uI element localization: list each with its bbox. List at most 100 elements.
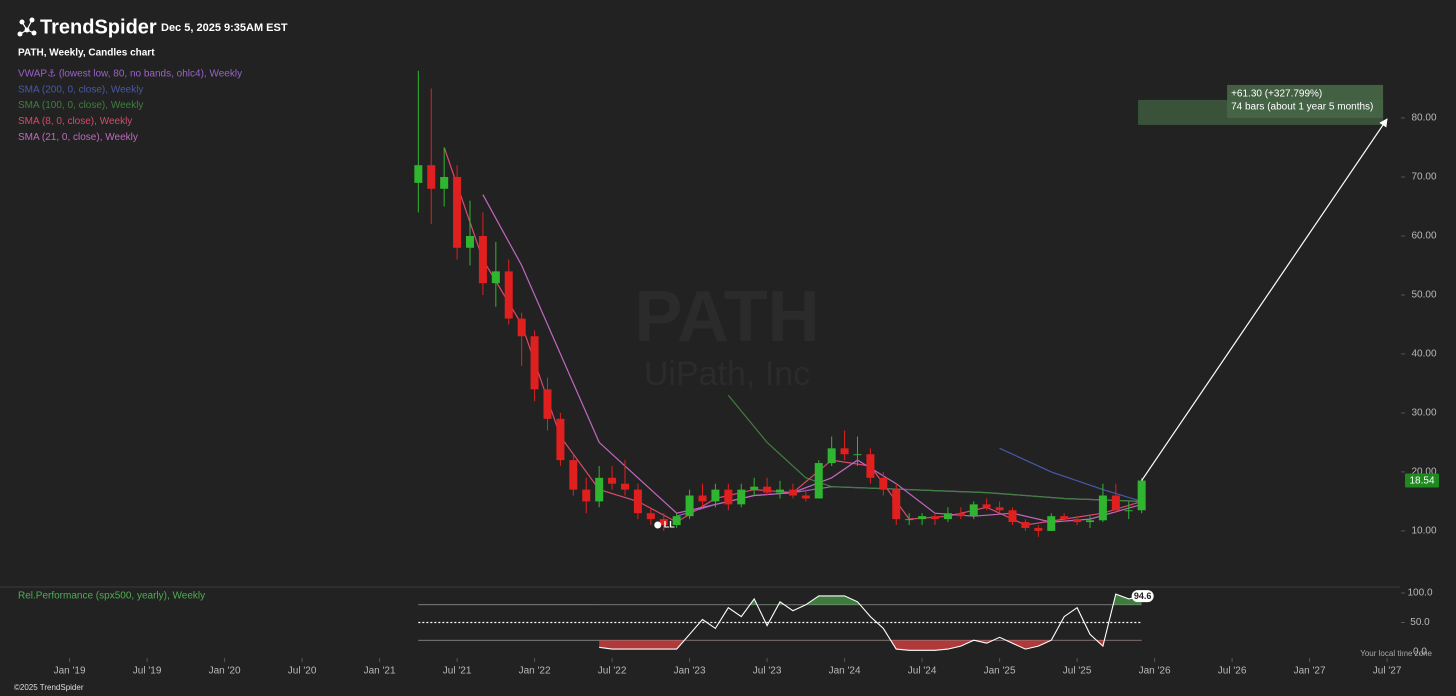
y-tick-label: 60.00 [1411,231,1436,242]
copyright: ©2025 TrendSpider [14,683,84,692]
candle-body [698,495,707,502]
candle-body [556,418,565,461]
candle-body [595,477,604,502]
x-tick-label: Jul '22 [598,666,627,677]
candle-body [440,176,449,189]
candle-body [995,507,1004,511]
y-tick-label: 40.00 [1411,349,1436,360]
candle-body [633,489,642,514]
x-tick-label: Jan '27 [1294,666,1326,677]
candle-body [1047,516,1056,531]
value-label: 94.6 [1134,591,1152,601]
candle-body [943,513,952,520]
y-tick-label: 50.0 [1410,617,1430,628]
x-tick-label: Jul '19 [133,666,162,677]
x-tick-label: Jan '24 [829,666,861,677]
y-tick-label: 0.0 [1413,647,1427,658]
candle-body [414,165,423,183]
measure-arrow [1141,118,1388,481]
x-tick-label: Jul '25 [1063,666,1092,677]
legend-entry: SMA (21, 0, close), Weekly [18,132,138,143]
candle-body [453,176,462,248]
candle-body [465,235,475,248]
candle-body [1060,516,1069,520]
candle-body [892,489,901,520]
last-price-label: 18.54 [1409,476,1434,487]
candle-body [853,454,862,456]
candle-body [775,489,785,493]
pivot-label: LL [664,519,675,529]
candle-body [478,235,487,284]
candle-body [582,489,591,502]
pivot-marker [654,521,662,529]
logo-lines [19,19,35,35]
candle-body [1098,495,1107,521]
legend-entry: VWAP⚓ (lowest low, 80, no bands, ohlc4),… [18,69,242,80]
candle-body [685,495,694,517]
y-tick-label: 50.00 [1411,290,1436,301]
x-tick-label: Jul '20 [288,666,317,677]
panel-legend: Rel.Performance (spx500, yearly), Weekly [18,591,205,602]
logo[interactable]: TrendSpider [17,16,157,38]
y-tick-label: 100.0 [1407,588,1432,599]
candle-body [866,454,875,478]
oversold-fill [599,640,1105,651]
legend-entry: SMA (100, 0, close), Weekly [18,100,143,111]
timestamp: Dec 5, 2025 9:35AM EST [161,22,288,34]
legend-entry: SMA (8, 0, close), Weekly [18,116,132,127]
candle-body [737,489,746,505]
candle-body [918,516,927,520]
candle-body [543,389,552,419]
legend-entry: SMA (200, 0, close), Weekly [18,84,143,95]
y-tick-label: 20.00 [1411,467,1436,478]
candle-body [646,513,655,520]
x-tick-label: Jan '23 [674,666,706,677]
candle-body [608,477,617,484]
candle-body [801,495,810,499]
candle-body [827,448,836,464]
candle-body [530,336,539,390]
watermark-symbol: PATH [634,277,819,357]
y-tick-label: 30.00 [1411,408,1436,419]
candle-body [969,504,978,517]
candle-body [1008,510,1017,523]
candle-body [1034,527,1043,531]
candle-body [620,483,630,490]
candle-body [879,477,888,490]
candle-body [1021,522,1030,528]
candle-body [1073,519,1082,523]
candle-body [517,318,526,337]
y-tick-label: 70.00 [1411,172,1436,183]
candle-body [840,448,849,455]
candle-body [711,489,720,502]
x-tick-label: Jul '27 [1373,666,1402,677]
candle-body [491,271,500,284]
x-tick-label: Jan '21 [364,666,396,677]
measure-change: +61.30 (+327.799%) [1231,89,1322,100]
candle-body [930,516,940,520]
indicator-line [999,447,1142,502]
candle-body [1111,495,1120,511]
overbought-fill [749,594,1142,605]
candle-body [724,489,733,505]
chart-title: PATH, Weekly, Candles chart [18,48,155,59]
candle-body [814,463,823,499]
candle-body [763,486,772,493]
x-tick-label: Jul '26 [1218,666,1247,677]
y-tick-label: 80.00 [1411,113,1436,124]
measure-bars: 74 bars (about 1 year 5 months) [1231,102,1373,113]
candle-body [750,486,759,490]
candle-body [1124,510,1133,512]
candle-body [956,513,965,517]
timezone-note[interactable]: Your local time zone [1360,649,1432,658]
candle-body [427,165,436,189]
candle-body [1085,520,1095,523]
candle-body [788,489,797,496]
x-tick-label: Jan '20 [209,666,241,677]
x-tick-label: Jan '19 [54,666,86,677]
last-price-tag [1405,473,1439,488]
candle-body [659,519,668,526]
x-tick-label: Jul '21 [443,666,472,677]
value-badge [1131,590,1154,603]
